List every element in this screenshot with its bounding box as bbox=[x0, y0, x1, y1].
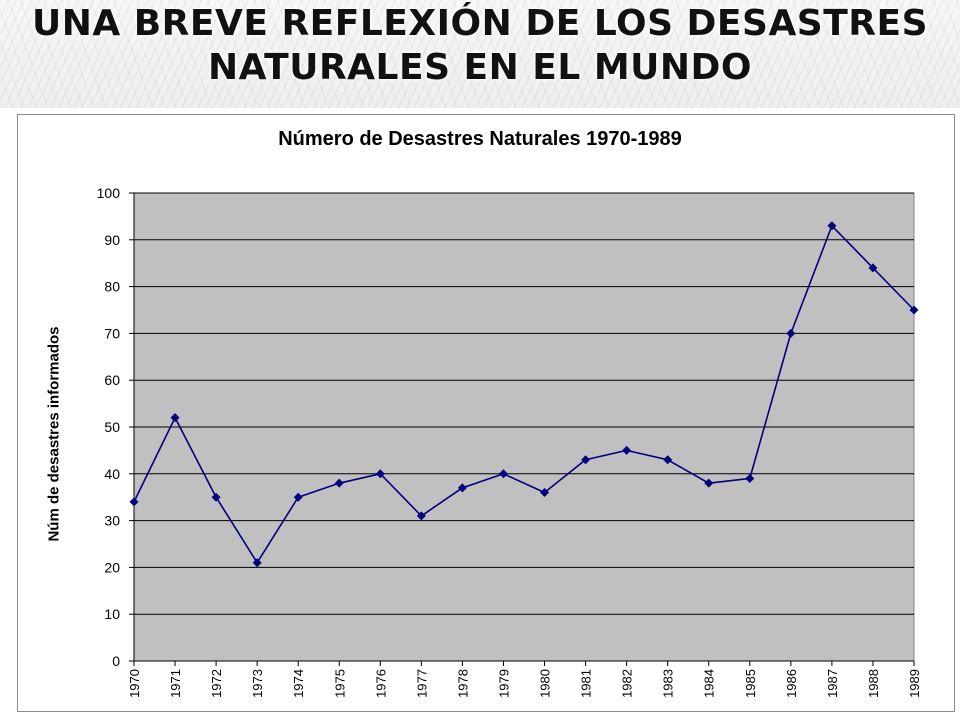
data-point-1988 bbox=[868, 263, 878, 273]
x-tick-label-1988: 1988 bbox=[866, 669, 881, 698]
y-tick-label-50: 50 bbox=[104, 419, 120, 435]
y-tick-label-40: 40 bbox=[104, 466, 120, 482]
data-point-1972 bbox=[211, 492, 221, 502]
data-point-1987 bbox=[827, 221, 837, 231]
x-tick-label-1970: 1970 bbox=[127, 669, 142, 698]
x-tick-label-1986: 1986 bbox=[784, 669, 799, 698]
x-tick-label-1987: 1987 bbox=[825, 669, 840, 698]
data-point-1983 bbox=[663, 455, 673, 465]
data-point-1978 bbox=[457, 483, 467, 493]
x-tick-label-1972: 1972 bbox=[209, 669, 224, 698]
x-tick-label-1989: 1989 bbox=[907, 669, 922, 698]
data-point-1977 bbox=[416, 511, 426, 521]
data-point-1979 bbox=[498, 469, 508, 479]
y-tick-label-10: 10 bbox=[104, 606, 120, 622]
y-tick-label-30: 30 bbox=[104, 513, 120, 529]
header-band bbox=[0, 0, 960, 108]
slide-title: UNA BREVE REFLEXIÓN DE LOS DESASTRES NAT… bbox=[0, 2, 960, 90]
y-tick-label-100: 100 bbox=[97, 185, 121, 201]
x-tick-label-1982: 1982 bbox=[620, 669, 635, 698]
y-tick-label-90: 90 bbox=[104, 232, 120, 248]
x-tick-label-1979: 1979 bbox=[496, 669, 511, 698]
chart-title: Número de Desastres Naturales 1970-1989 bbox=[278, 128, 682, 150]
data-point-1981 bbox=[581, 455, 591, 465]
y-tick-label-0: 0 bbox=[112, 653, 120, 669]
data-point-1985 bbox=[745, 473, 755, 483]
data-point-1975 bbox=[334, 478, 344, 488]
y-tick-label-80: 80 bbox=[104, 279, 120, 295]
slide-title-line-1: UNA BREVE REFLEXIÓN DE LOS DESASTRES bbox=[31, 3, 929, 44]
x-tick-label-1977: 1977 bbox=[414, 669, 429, 698]
x-tick-label-1971: 1971 bbox=[168, 669, 183, 698]
x-tick-label-1975: 1975 bbox=[332, 669, 347, 698]
data-point-1986 bbox=[786, 328, 796, 338]
data-point-1980 bbox=[540, 488, 550, 498]
y-tick-label-60: 60 bbox=[104, 372, 120, 388]
data-point-1973 bbox=[252, 558, 262, 568]
x-tick-label-1983: 1983 bbox=[661, 669, 676, 698]
data-point-1974 bbox=[293, 492, 303, 502]
series-line-0 bbox=[133, 224, 915, 564]
data-point-1970 bbox=[129, 497, 139, 507]
data-point-1989 bbox=[909, 305, 919, 315]
x-tick-label-1973: 1973 bbox=[250, 669, 265, 698]
data-point-1971 bbox=[170, 413, 180, 423]
x-tick-label-1985: 1985 bbox=[743, 669, 758, 698]
x-tick-label-1976: 1976 bbox=[373, 669, 388, 698]
y-tick-label-70: 70 bbox=[104, 325, 120, 341]
x-tick-label-1984: 1984 bbox=[702, 669, 717, 698]
x-tick-label-1980: 1980 bbox=[538, 669, 553, 698]
x-tick-label-1978: 1978 bbox=[455, 669, 470, 698]
data-point-1984 bbox=[704, 478, 714, 488]
data-point-1976 bbox=[375, 469, 385, 479]
slide-title-line-2: NATURALES EN EL MUNDO bbox=[207, 47, 753, 88]
x-tick-label-1974: 1974 bbox=[291, 669, 306, 698]
y-tick-label-20: 20 bbox=[104, 559, 120, 575]
data-point-1982 bbox=[622, 445, 632, 455]
x-tick-label-1981: 1981 bbox=[579, 669, 594, 698]
